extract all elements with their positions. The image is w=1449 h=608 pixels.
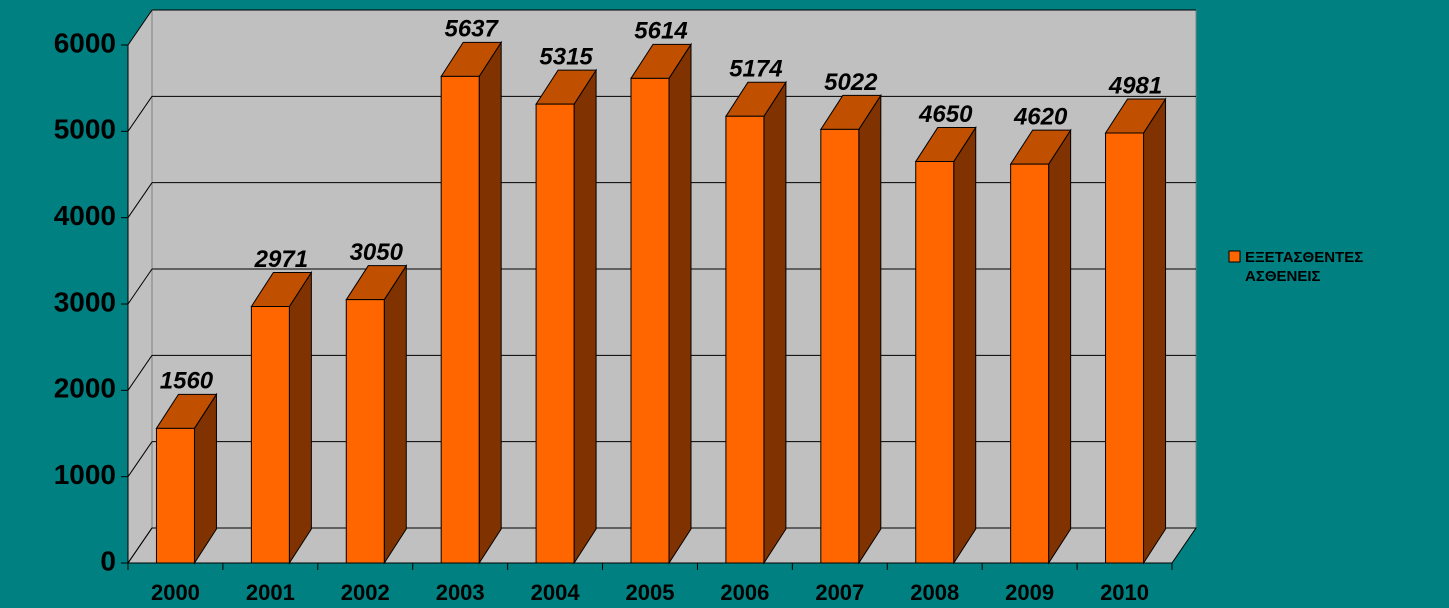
y-tick-label: 1000 — [54, 459, 116, 490]
data-label: 4650 — [918, 101, 973, 128]
bar-front — [725, 115, 765, 564]
x-tick-label: 2003 — [436, 580, 485, 605]
bar-front — [630, 77, 670, 564]
bar-side — [573, 68, 597, 565]
data-label: 5614 — [634, 18, 687, 45]
grid-line — [127, 9, 153, 46]
x-tick-label: 2009 — [1005, 580, 1054, 605]
bar-front — [915, 161, 955, 564]
bar — [345, 263, 408, 565]
grid-line — [127, 268, 153, 305]
bar-front — [535, 103, 575, 564]
bar-side — [288, 270, 312, 565]
bar-side — [668, 42, 692, 565]
bar-side — [858, 93, 882, 565]
bar-front — [820, 128, 860, 564]
y-tick-label: 0 — [100, 545, 116, 576]
bar — [535, 68, 598, 565]
data-label: 5637 — [444, 16, 499, 43]
y-tick-label: 4000 — [54, 200, 116, 231]
bar — [1009, 128, 1072, 565]
x-tick-label: 2006 — [720, 580, 769, 605]
x-tick-label: 2007 — [815, 580, 864, 605]
data-label: 5022 — [824, 69, 878, 96]
bar — [155, 392, 218, 565]
grid-line — [127, 182, 153, 218]
data-label: 5315 — [539, 43, 593, 70]
grid-line — [127, 441, 153, 477]
bar-front — [250, 306, 290, 564]
y-tick-label: 3000 — [54, 286, 116, 317]
bar-side — [478, 40, 502, 565]
x-tick-label: 2004 — [531, 580, 581, 605]
bar-side — [383, 263, 407, 565]
data-label: 4620 — [1013, 103, 1068, 130]
legend-swatch — [1228, 250, 1241, 263]
bar-side — [1048, 128, 1072, 565]
bar — [1104, 97, 1167, 565]
bar-front — [345, 299, 385, 564]
grid-line — [127, 96, 153, 132]
bar — [724, 80, 787, 565]
grid-line — [127, 355, 153, 391]
bar — [819, 93, 882, 565]
x-tick-label: 2002 — [341, 580, 390, 605]
x-tick-label: 2008 — [910, 580, 959, 605]
x-tick-label: 2001 — [246, 580, 295, 605]
bar-front — [1010, 163, 1050, 564]
data-label: 1560 — [160, 368, 214, 395]
x-tick-label: 2000 — [151, 580, 200, 605]
bar — [440, 40, 503, 565]
bar-side — [763, 80, 787, 565]
bar-side — [953, 125, 977, 565]
data-label: 2971 — [254, 246, 308, 273]
bar-front — [155, 427, 195, 564]
y-tick-label: 6000 — [54, 27, 116, 58]
data-label: 5174 — [729, 56, 782, 83]
bar-front — [1105, 132, 1145, 564]
x-tick-label: 2010 — [1100, 580, 1149, 605]
bar — [630, 42, 692, 565]
x-tick-label: 2005 — [626, 580, 675, 605]
bar-front — [440, 75, 480, 564]
data-label: 3050 — [350, 239, 404, 266]
y-tick-label: 2000 — [54, 373, 116, 404]
bar — [250, 270, 313, 565]
bar — [914, 125, 977, 565]
y-tick-label: 5000 — [54, 114, 116, 145]
bar-side — [1143, 97, 1167, 565]
data-label: 4981 — [1108, 72, 1162, 99]
grid-line — [127, 527, 153, 564]
legend-label: ΕΞΕΤΑΣΘΕΝΤΕΣ ΑΣΘΕΝΕΙΣ — [1245, 249, 1364, 285]
